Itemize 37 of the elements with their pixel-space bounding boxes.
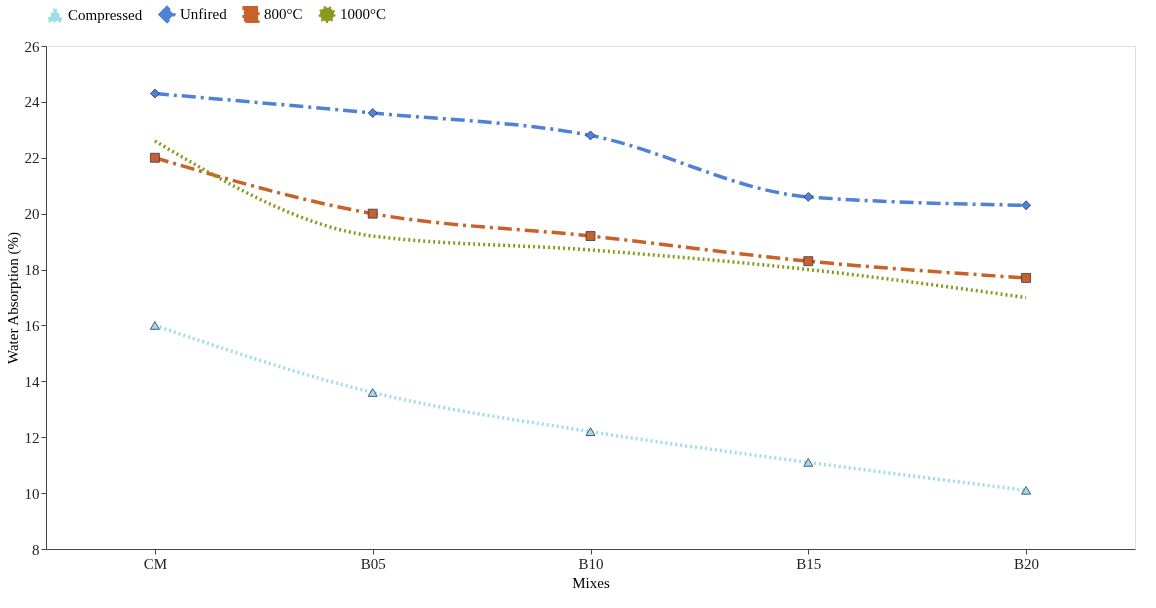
y-tick-label: 14 <box>24 373 40 390</box>
point <box>585 231 596 241</box>
legend-label: 1000°C <box>340 6 387 23</box>
point <box>803 256 814 267</box>
y-tick-label: 22 <box>24 150 40 167</box>
point <box>1021 200 1031 211</box>
legend-label: 800°C <box>264 6 303 23</box>
point <box>367 108 378 118</box>
x-tick-label: B10 <box>578 555 604 572</box>
y-tick-label: 10 <box>24 485 40 502</box>
y-tick-label: 12 <box>24 429 40 446</box>
x-axis-title: Mixes <box>572 574 610 591</box>
point <box>150 88 160 99</box>
x-tick-label: B05 <box>360 555 386 572</box>
x-tick-label: CM <box>143 555 168 572</box>
point <box>367 208 378 219</box>
point <box>803 458 814 467</box>
x-tick-label: B20 <box>1014 555 1040 572</box>
line-series <box>153 139 1028 300</box>
y-axis-title: Water Absorption (%) <box>4 231 22 365</box>
point <box>150 152 160 163</box>
point <box>367 388 378 397</box>
point <box>585 130 596 141</box>
y-tick-label: 26 <box>24 38 40 55</box>
legend-label: Compressed <box>68 6 143 23</box>
y-tick-label: 20 <box>24 206 40 223</box>
point <box>803 192 814 202</box>
y-tick-label: 18 <box>24 262 40 279</box>
legend-label: Unfired <box>180 6 228 23</box>
y-tick-label: 8 <box>32 541 40 558</box>
point <box>585 427 596 436</box>
y-tick-label: 16 <box>24 317 40 334</box>
point <box>1021 273 1031 283</box>
x-tick-label: B15 <box>796 555 822 572</box>
point <box>1021 486 1031 495</box>
point <box>150 321 160 330</box>
y-tick-label: 24 <box>24 94 40 111</box>
